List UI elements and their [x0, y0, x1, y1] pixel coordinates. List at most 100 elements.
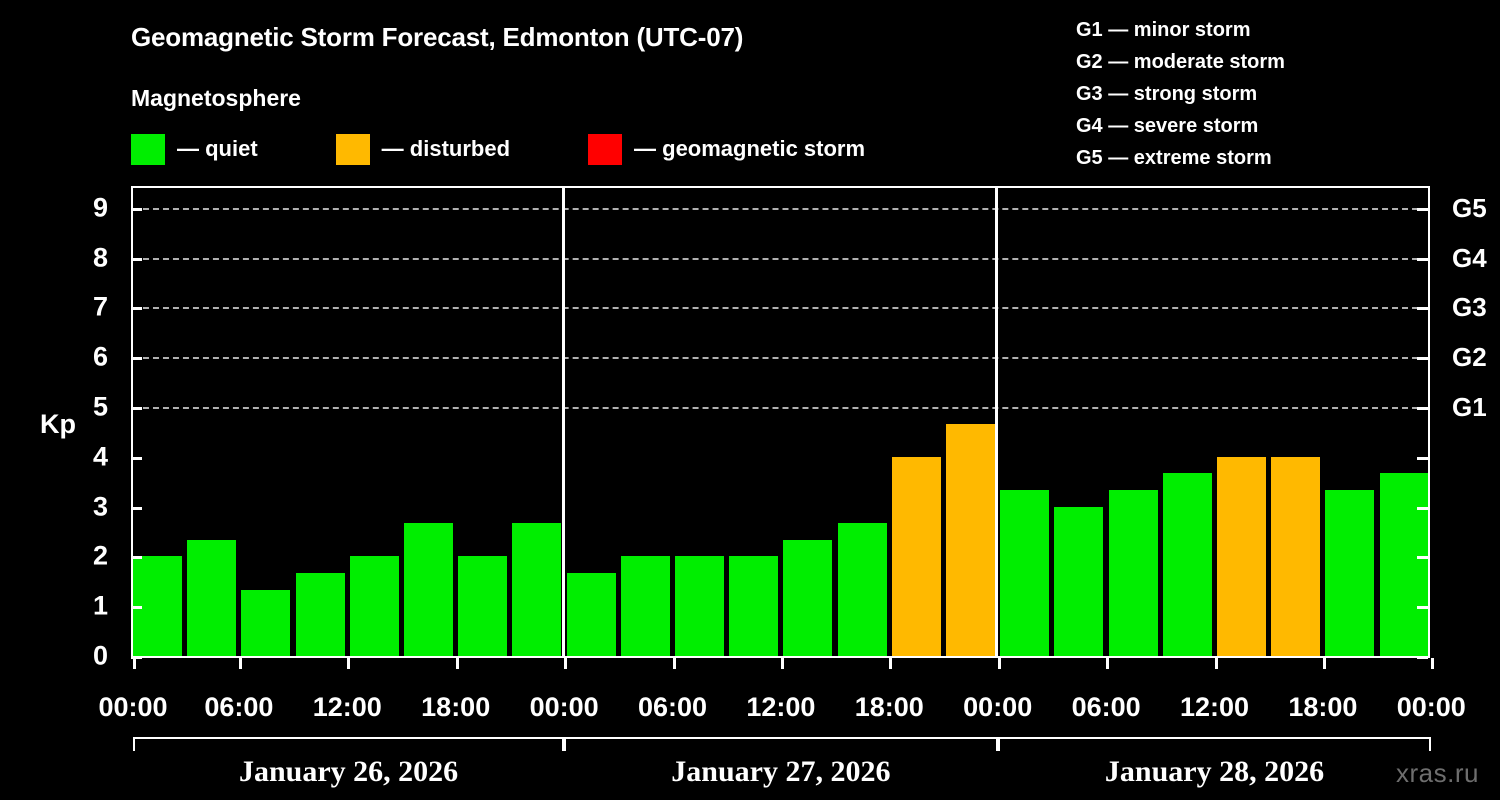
- watermark: xras.ru: [1396, 758, 1479, 788]
- x-tick-mark-6: [780, 658, 784, 669]
- bar-quiet: [458, 556, 508, 656]
- x-tick-mark-10: [1214, 658, 1218, 669]
- x-tick-label-5: 06:00: [637, 692, 708, 722]
- x-tick-label-9: 06:00: [1071, 692, 1141, 722]
- y-tick-label-6: 6: [92, 341, 108, 372]
- y-tick-label-5: 5: [92, 391, 108, 422]
- x-tick-label-7: 18:00: [854, 692, 924, 722]
- bar-quiet: [566, 572, 616, 656]
- day-bracket-1: [133, 737, 565, 751]
- bar-quiet: [675, 556, 724, 656]
- day-label-3: January 28, 2026: [1104, 755, 1325, 788]
- plot-area: [131, 186, 1430, 658]
- bar-quiet: [783, 540, 833, 656]
- bar-quiet: [837, 523, 887, 656]
- g-scale-row-g3: G3 — strong storm: [1076, 83, 1258, 105]
- y-tick-label-2: 2: [92, 540, 108, 571]
- bar-quiet: [295, 572, 345, 656]
- y-tick-label-7: 7: [92, 291, 108, 322]
- day-separator-1: [561, 188, 565, 656]
- x-tick-mark-9: [1106, 658, 1110, 669]
- right-tick-mark-5: [1417, 407, 1428, 411]
- x-tick-label-6: 12:00: [746, 692, 816, 722]
- right-tick-mark-7: [1417, 307, 1428, 311]
- storm-color-swatch: [588, 133, 623, 165]
- g-scale-row-g5: G5 — extreme storm: [1076, 147, 1272, 169]
- x-tick-mark-7: [889, 658, 893, 669]
- disturbed-color-swatch: [335, 133, 370, 165]
- bar-disturbed: [946, 423, 995, 656]
- g-tick-label-g4: G4: [1452, 242, 1487, 273]
- chart-subtitle: Magnetosphere: [131, 85, 301, 111]
- bar-disturbed: [891, 456, 941, 656]
- right-tick-mark-1: [1417, 606, 1428, 610]
- right-tick-mark-4: [1417, 456, 1428, 460]
- bar-quiet: [1162, 473, 1212, 656]
- gridline-kp-7: [133, 307, 1428, 310]
- g-tick-label-g5: G5: [1452, 192, 1487, 223]
- activity-legend: — quiet — disturbed — geomagnetic storm: [131, 133, 865, 165]
- legend-label-quiet: — quiet: [177, 136, 258, 161]
- y-tick-label-8: 8: [92, 242, 108, 273]
- y-tick-mark-8: [131, 257, 142, 261]
- x-tick-label-0: 00:00: [98, 692, 168, 722]
- right-tick-mark-8: [1417, 257, 1428, 261]
- g-scale-row-g1: G1 — minor storm: [1076, 19, 1251, 41]
- legend-item-quiet: — quiet: [131, 133, 258, 165]
- day-label-1: January 26, 2026: [238, 755, 459, 788]
- y-tick-mark-3: [131, 506, 142, 510]
- right-tick-mark-9: [1417, 207, 1428, 211]
- gridline-kp-9: [133, 207, 1428, 210]
- right-tick-mark-2: [1417, 556, 1428, 560]
- bar-quiet: [349, 556, 399, 656]
- bar-quiet: [187, 540, 237, 656]
- day-separator-2: [995, 188, 999, 656]
- bar-quiet: [404, 523, 453, 656]
- g-tick-label-g2: G2: [1452, 342, 1487, 373]
- bar-quiet: [1054, 506, 1104, 656]
- page-title: Geomagnetic Storm Forecast, Edmonton (UT…: [131, 22, 744, 52]
- x-tick-label-2: 12:00: [312, 692, 382, 722]
- day-label-2: January 27, 2026: [671, 755, 891, 788]
- g-scale-row-g2: G2 — moderate storm: [1076, 51, 1285, 73]
- x-tick-label-10: 12:00: [1179, 692, 1250, 722]
- bar-disturbed: [1271, 456, 1321, 656]
- bar-quiet: [729, 556, 779, 656]
- right-tick-mark-3: [1417, 506, 1428, 510]
- g-tick-label-g1: G1: [1452, 392, 1487, 423]
- legend-label-storm: — geomagnetic storm: [634, 136, 866, 161]
- x-tick-mark-3: [455, 658, 459, 669]
- quiet-color-swatch: [131, 133, 165, 165]
- x-tick-mark-11: [1322, 658, 1326, 669]
- y-tick-label-1: 1: [92, 590, 108, 621]
- x-tick-label-3: 18:00: [421, 692, 491, 722]
- x-tick-mark-2: [347, 658, 351, 669]
- right-tick-mark-6: [1417, 357, 1428, 361]
- bar-series: [133, 188, 1428, 656]
- x-tick-mark-1: [238, 658, 242, 669]
- y-tick-mark-4: [131, 456, 142, 460]
- bar-quiet: [241, 589, 291, 656]
- x-tick-mark-8: [997, 658, 1001, 669]
- y-tick-label-9: 9: [92, 192, 108, 223]
- x-tick-label-8: 00:00: [963, 692, 1033, 722]
- bar-quiet: [620, 556, 670, 656]
- day-bracket-3: [997, 737, 1432, 751]
- day-bracket-2: [564, 737, 998, 751]
- g-tick-label-g3: G3: [1452, 292, 1487, 323]
- bar-quiet: [1108, 490, 1158, 656]
- x-tick-mark-4: [564, 658, 568, 669]
- legend-label-disturbed: — disturbed: [381, 136, 511, 161]
- x-tick-label-4: 00:00: [529, 692, 599, 722]
- bar-quiet: [1325, 490, 1375, 656]
- gridline-kp-6: [133, 357, 1428, 360]
- bar-quiet: [1000, 490, 1050, 656]
- y-tick-mark-2: [131, 556, 142, 560]
- g-scale-legend: G1 — minor storm G2 — moderate storm G3 …: [1076, 14, 1496, 174]
- bar-disturbed: [1217, 456, 1266, 656]
- legend-item-storm: — geomagnetic storm: [588, 133, 866, 165]
- x-tick-label-12: 00:00: [1396, 692, 1466, 722]
- x-tick-label-1: 06:00: [204, 692, 274, 722]
- gridline-kp-8: [133, 257, 1428, 260]
